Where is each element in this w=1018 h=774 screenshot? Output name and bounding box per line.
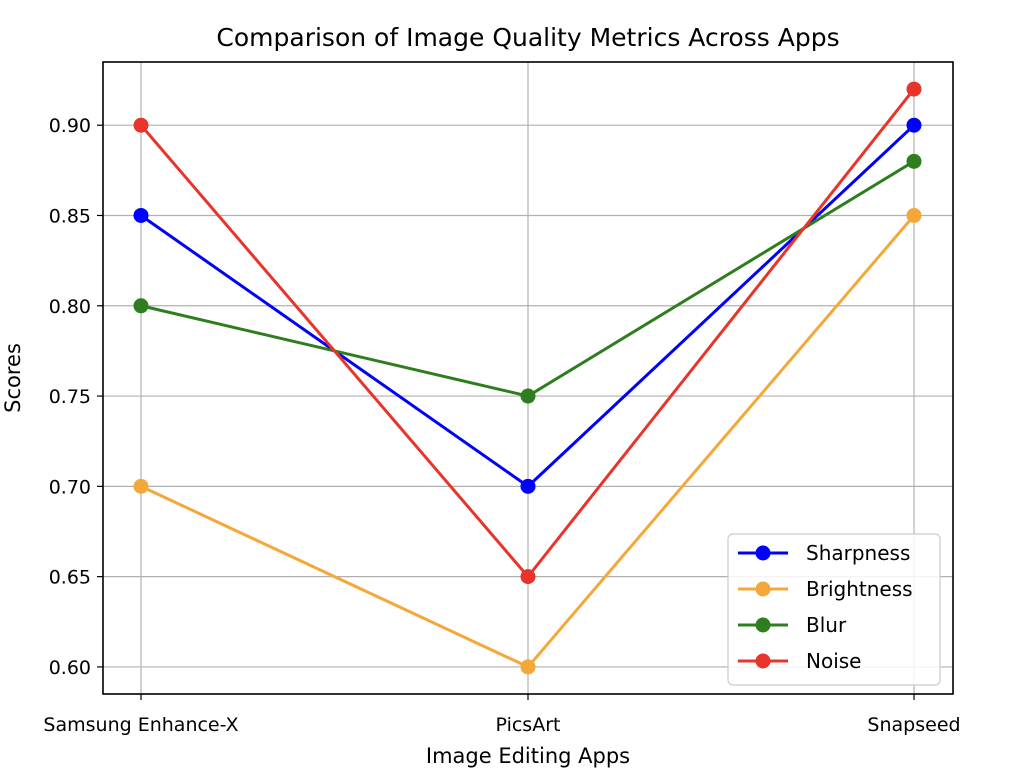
data-point-sharpness [906,117,922,133]
x-tick-label: Snapseed [867,714,960,736]
legend-swatch-marker [755,617,771,633]
y-tick-label: 0.75 [49,386,91,408]
data-point-blur [133,298,149,314]
data-point-noise [520,569,536,585]
legend-entry-brightness: Brightness [806,577,913,601]
data-point-noise [906,81,922,97]
legend-box [727,533,941,686]
series-lines [133,81,922,675]
data-point-blur [520,388,536,404]
y-tick-label: 0.65 [49,567,91,589]
x-tick-label: Samsung Enhance-X [43,714,238,736]
legend-swatch-marker [755,581,771,597]
data-point-sharpness [133,207,149,223]
y-tick-label: 0.60 [49,657,91,679]
y-tick-label: 0.90 [49,115,91,137]
legend-entry-sharpness: Sharpness [806,541,910,565]
legend-entry-blur: Blur [806,613,847,637]
y-tick-label: 0.80 [49,296,91,318]
x-tick-label: PicsArt [496,714,561,736]
y-axis-label: Scores [1,343,25,413]
data-point-brightness [906,207,922,223]
legend-swatch-marker [755,653,771,669]
data-point-sharpness [520,478,536,494]
y-tick-label: 0.85 [49,205,91,227]
y-tick-label: 0.70 [49,476,91,498]
data-point-brightness [133,478,149,494]
legend: Sharpness Brightness Blur Noise [727,533,941,686]
axis-ticks: 0.60 0.65 0.70 0.75 0.80 0.85 0.90 Samsung Enha… [43,115,960,736]
legend-entry-noise: Noise [806,649,861,673]
x-axis-label: Image Editing Apps [426,744,630,768]
legend-swatch-marker [755,545,771,561]
data-point-noise [133,117,149,133]
chart-title: Comparison of Image Quality Metrics Acro… [216,23,839,52]
data-point-blur [906,153,922,169]
data-point-brightness [520,659,536,675]
